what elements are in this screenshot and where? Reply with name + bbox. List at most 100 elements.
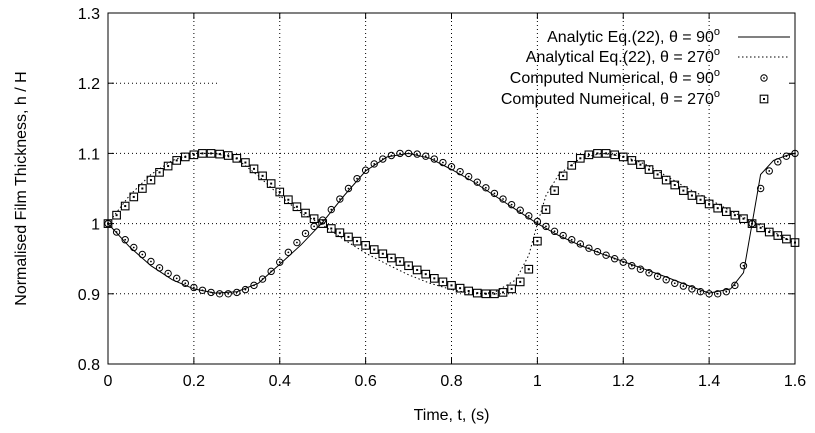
square-marker-dot bbox=[587, 153, 590, 156]
circle-marker-dot bbox=[416, 153, 419, 156]
circle-marker-dot bbox=[253, 284, 255, 287]
circle-marker-dot bbox=[347, 187, 350, 190]
circle-marker bbox=[516, 206, 524, 214]
series-line bbox=[107, 152, 796, 295]
circle-marker-dot bbox=[132, 246, 135, 249]
circle-marker-dot bbox=[656, 275, 659, 278]
square-marker bbox=[447, 281, 456, 290]
legend-label: Analytic Eq.(22), θ = 90o bbox=[547, 26, 720, 46]
square-marker-dot bbox=[124, 205, 127, 208]
circle-marker bbox=[473, 178, 481, 186]
y-tick-label: 1.1 bbox=[78, 146, 100, 163]
x-tick-label: 0.8 bbox=[440, 373, 462, 390]
grid-lines bbox=[108, 13, 795, 364]
square-marker bbox=[361, 241, 370, 250]
square-marker bbox=[206, 149, 216, 158]
circle-marker bbox=[542, 222, 550, 231]
square-marker-dot bbox=[373, 248, 376, 251]
square-marker bbox=[524, 264, 534, 274]
square-marker bbox=[138, 184, 147, 193]
circle-marker bbox=[353, 174, 361, 183]
square-marker bbox=[249, 164, 259, 174]
square-marker bbox=[198, 149, 207, 158]
circle-marker-dot bbox=[776, 160, 779, 163]
square-marker bbox=[189, 150, 199, 160]
circle-marker bbox=[645, 269, 653, 277]
square-marker-dot bbox=[244, 161, 247, 164]
square-marker bbox=[266, 179, 276, 188]
square-marker-dot bbox=[416, 268, 419, 271]
square-marker-dot bbox=[218, 153, 221, 156]
square-marker-dot bbox=[313, 217, 316, 220]
circle-marker bbox=[267, 267, 275, 276]
circle-marker bbox=[396, 149, 404, 158]
square-marker-dot bbox=[656, 173, 659, 176]
x-tick-label: 1.6 bbox=[784, 373, 806, 390]
square-marker bbox=[129, 192, 139, 202]
square-marker bbox=[627, 156, 637, 165]
circle-marker bbox=[662, 276, 670, 284]
square-marker bbox=[730, 210, 740, 220]
square-marker-dot bbox=[708, 202, 711, 205]
square-marker-dot bbox=[763, 98, 765, 100]
circle-marker bbox=[121, 236, 129, 244]
square-marker-dot bbox=[605, 152, 608, 155]
square-marker bbox=[687, 191, 697, 200]
square-marker bbox=[378, 249, 388, 259]
circle-marker-dot bbox=[553, 230, 556, 233]
circle-marker-dot bbox=[381, 158, 384, 160]
square-marker bbox=[773, 231, 783, 240]
square-marker-dot bbox=[304, 212, 307, 215]
square-marker bbox=[575, 153, 585, 163]
square-marker-dot bbox=[347, 235, 350, 238]
square-marker bbox=[155, 168, 164, 177]
circle-marker-dot bbox=[768, 170, 771, 172]
square-marker-dot bbox=[287, 198, 290, 201]
square-marker bbox=[258, 171, 267, 181]
circle-marker-dot bbox=[184, 282, 187, 285]
square-marker-dot bbox=[227, 154, 230, 157]
square-marker-dot bbox=[433, 277, 436, 280]
square-marker-dot bbox=[596, 152, 599, 155]
square-marker bbox=[507, 284, 516, 294]
square-marker bbox=[782, 234, 791, 244]
series-1 bbox=[107, 152, 796, 295]
square-marker-dot bbox=[132, 195, 135, 198]
circle-marker bbox=[636, 265, 645, 273]
circle-marker-dot bbox=[682, 285, 685, 287]
circle-marker bbox=[327, 205, 335, 214]
circle-marker-dot bbox=[158, 266, 161, 269]
square-marker bbox=[759, 94, 769, 104]
square-marker bbox=[541, 205, 551, 214]
circle-marker-dot bbox=[115, 231, 118, 233]
square-marker bbox=[610, 150, 620, 160]
circle-marker-dot bbox=[484, 186, 487, 189]
square-marker-dot bbox=[338, 231, 341, 234]
square-marker-dot bbox=[261, 174, 264, 177]
square-marker-dot bbox=[235, 157, 238, 160]
square-marker bbox=[550, 186, 559, 195]
circle-marker-dot bbox=[708, 292, 711, 295]
square-marker bbox=[764, 227, 774, 237]
square-marker-dot bbox=[158, 171, 161, 174]
circle-marker bbox=[258, 275, 267, 283]
square-marker-dot bbox=[785, 238, 788, 241]
square-marker bbox=[163, 161, 173, 171]
square-marker bbox=[584, 150, 594, 160]
circle-marker-dot bbox=[270, 270, 273, 273]
circle-marker-dot bbox=[545, 225, 547, 228]
circle-marker bbox=[765, 167, 773, 175]
x-tick-label: 0 bbox=[104, 373, 113, 390]
circle-marker-dot bbox=[150, 260, 152, 263]
circle-marker-dot bbox=[502, 198, 504, 200]
square-marker-dot bbox=[149, 179, 152, 182]
circle-marker bbox=[714, 290, 722, 298]
circle-marker bbox=[207, 288, 215, 297]
square-marker-dot bbox=[398, 260, 401, 263]
square-marker bbox=[283, 195, 293, 205]
circle-marker bbox=[782, 152, 791, 160]
y-tick-label: 1.2 bbox=[78, 76, 100, 93]
square-marker-dot bbox=[553, 189, 556, 192]
circle-marker bbox=[619, 258, 627, 266]
square-marker-dot bbox=[742, 217, 745, 220]
